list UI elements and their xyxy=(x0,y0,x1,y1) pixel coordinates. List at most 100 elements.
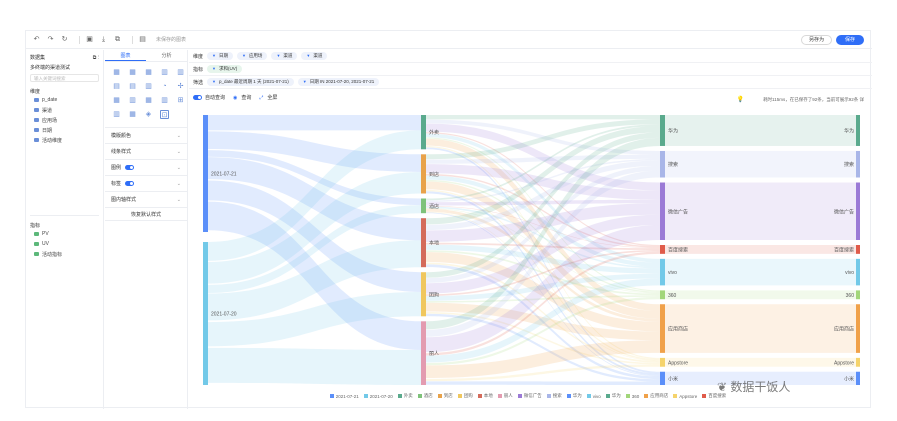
chart-type-icon[interactable]: ▥ xyxy=(177,69,184,76)
legend-item[interactable]: Appstore xyxy=(673,394,697,399)
chart-type-icon[interactable]: ▥ xyxy=(161,69,168,76)
tab-chart[interactable]: 图表 xyxy=(105,50,146,61)
query-button[interactable]: 查询 xyxy=(241,95,252,101)
chart-type-icon[interactable]: ▥ xyxy=(129,97,136,104)
query-icon[interactable]: ◉ xyxy=(233,94,238,101)
legend-item[interactable]: 丽人 xyxy=(497,393,513,399)
sankey-node[interactable] xyxy=(660,245,665,254)
chart-type-icon[interactable]: ⊞ xyxy=(177,97,184,104)
legend-item[interactable]: 2021-07-20 xyxy=(363,394,393,399)
chevron-down-icon[interactable]: ⌄ xyxy=(176,164,181,171)
dimension-pill[interactable]: ▼ 渠道 xyxy=(301,52,328,60)
chart-type-icon[interactable]: ▦ xyxy=(113,97,120,104)
sankey-node[interactable] xyxy=(660,357,665,367)
chart-type-icon[interactable]: ▥ xyxy=(113,111,120,118)
filter-pill[interactable]: ▼ 日期 IN 2021-07-20, 2021-07-21 xyxy=(297,78,380,86)
chart-type-icon[interactable]: ▦ xyxy=(129,111,136,118)
chart-title[interactable]: 未保存的图表 xyxy=(156,37,187,43)
sankey-node[interactable] xyxy=(421,154,426,194)
fullscreen-button[interactable]: 全屏 xyxy=(267,95,278,101)
sankey-node[interactable] xyxy=(203,115,208,232)
dimension-field[interactable]: 活动维度 xyxy=(30,135,99,145)
legend-item[interactable]: 360 xyxy=(625,394,639,399)
dimension-field[interactable]: 应用场 xyxy=(30,115,99,125)
chart-type-icon[interactable]: ◈ xyxy=(145,111,152,118)
sankey-node[interactable] xyxy=(203,242,208,385)
legend-item[interactable]: 本地 xyxy=(477,393,493,399)
chart-type-icon[interactable]: ▦ xyxy=(145,69,152,76)
undo-icon[interactable]: ↶ xyxy=(33,36,40,43)
style-option-row[interactable]: 图内轴样式 ⌄ xyxy=(105,191,187,207)
chevron-down-icon[interactable]: ⌄ xyxy=(176,148,181,155)
chart-type-icon[interactable]: ⊡ xyxy=(160,110,169,119)
fullscreen-icon[interactable]: ⤢ xyxy=(259,94,264,101)
download-icon[interactable]: ⤓ xyxy=(101,36,106,43)
sankey-node[interactable] xyxy=(660,258,665,286)
panel-tools-icon[interactable]: ⧉ ⋮ xyxy=(92,54,99,61)
legend-item[interactable]: 应用商店 xyxy=(644,393,668,399)
chart-type-icon[interactable]: ▤ xyxy=(129,83,136,90)
refresh-icon[interactable]: ↻ xyxy=(61,36,68,43)
tab-analysis[interactable]: 分析 xyxy=(161,53,172,59)
style-option-row[interactable]: 图例 ⌄ xyxy=(105,159,187,175)
sankey-node[interactable] xyxy=(421,272,426,317)
chart-type-icon[interactable]: ▦ xyxy=(145,97,152,104)
sankey-node[interactable] xyxy=(660,304,665,353)
sankey-node[interactable] xyxy=(660,371,665,385)
sankey-node[interactable] xyxy=(660,182,665,241)
legend-item[interactable]: 团购 xyxy=(457,393,473,399)
chart-type-icon[interactable]: ▥ xyxy=(161,97,168,104)
legend-item[interactable]: vivo xyxy=(586,394,601,399)
measure-field[interactable]: 活动指标 xyxy=(30,249,99,259)
style-option-row[interactable]: 模版颜色 ⌄ xyxy=(105,127,187,143)
legend-item[interactable]: 到店 xyxy=(437,393,453,399)
sankey-node[interactable] xyxy=(660,150,665,178)
copy-icon[interactable]: ⧉ xyxy=(115,36,120,43)
filter-pill[interactable]: ▼ p_date 最近周期 1 天 (2021-07-21) xyxy=(207,78,294,86)
measure-pill[interactable]: ▼ 求和(UV) xyxy=(207,65,243,73)
dimension-field[interactable]: p_date xyxy=(30,95,99,105)
reset-style-button[interactable]: 恢复默认样式 xyxy=(105,207,187,221)
dimension-pill[interactable]: ▼ 应用场 xyxy=(236,52,268,60)
legend-item[interactable]: 外卖 xyxy=(397,393,413,399)
field-search-input[interactable]: 输入关键词搜索 xyxy=(30,74,99,82)
save-as-button[interactable]: 另存为 xyxy=(800,35,832,45)
sankey-node[interactable] xyxy=(421,198,426,214)
dataset-name[interactable]: 多终端的渠道测试 xyxy=(30,65,71,71)
sankey-node[interactable] xyxy=(421,115,426,150)
measure-field[interactable]: UV xyxy=(30,239,99,249)
legend-item[interactable]: 搜索 xyxy=(546,393,562,399)
save-button[interactable]: 保存 xyxy=(836,35,864,45)
sankey-node[interactable] xyxy=(660,115,665,146)
chart-type-icon[interactable]: ▦ xyxy=(113,69,120,76)
sankey-node[interactable] xyxy=(421,321,426,385)
style-option-toggle[interactable] xyxy=(125,165,135,171)
dimension-field[interactable]: 渠道 xyxy=(30,105,99,115)
style-option-toggle[interactable] xyxy=(125,181,135,187)
chart-type-icon[interactable]: ▥ xyxy=(145,83,152,90)
dimension-field[interactable]: 日期 xyxy=(30,125,99,135)
chart-type-icon[interactable]: ◔ xyxy=(162,83,167,90)
redo-icon[interactable]: ↷ xyxy=(47,36,54,43)
sankey-node[interactable] xyxy=(421,218,426,268)
panel-divider[interactable] xyxy=(30,215,99,216)
chevron-down-icon[interactable]: ⌄ xyxy=(176,196,181,203)
measure-field[interactable]: PV xyxy=(30,229,99,239)
chart-type-icon[interactable]: ✢ xyxy=(177,83,184,90)
legend-item[interactable]: 酒店 xyxy=(417,393,433,399)
style-option-row[interactable]: 标签 ⌄ xyxy=(105,175,187,191)
dimension-pill[interactable]: ▼ 渠道 xyxy=(271,52,298,60)
auto-query-toggle[interactable] xyxy=(193,95,202,100)
save-icon[interactable]: ▣ xyxy=(86,36,93,43)
legend-item[interactable]: 微信广告 xyxy=(517,393,542,399)
legend-item[interactable]: 百度搜索 xyxy=(702,393,726,399)
legend-item[interactable]: 华为 xyxy=(605,393,621,399)
chevron-down-icon[interactable]: ⌄ xyxy=(176,180,181,187)
dimension-pill[interactable]: ▼ 日期 xyxy=(207,52,233,60)
legend-item[interactable]: 华为 xyxy=(566,393,582,399)
chart-type-icon[interactable]: ▤ xyxy=(113,83,120,90)
chart-type-icon[interactable]: ▦ xyxy=(129,69,136,76)
style-option-row[interactable]: 线条样式 ⌄ xyxy=(105,143,187,159)
legend-item[interactable]: 2021-07-21 xyxy=(329,394,359,399)
chevron-down-icon[interactable]: ⌄ xyxy=(176,132,181,139)
